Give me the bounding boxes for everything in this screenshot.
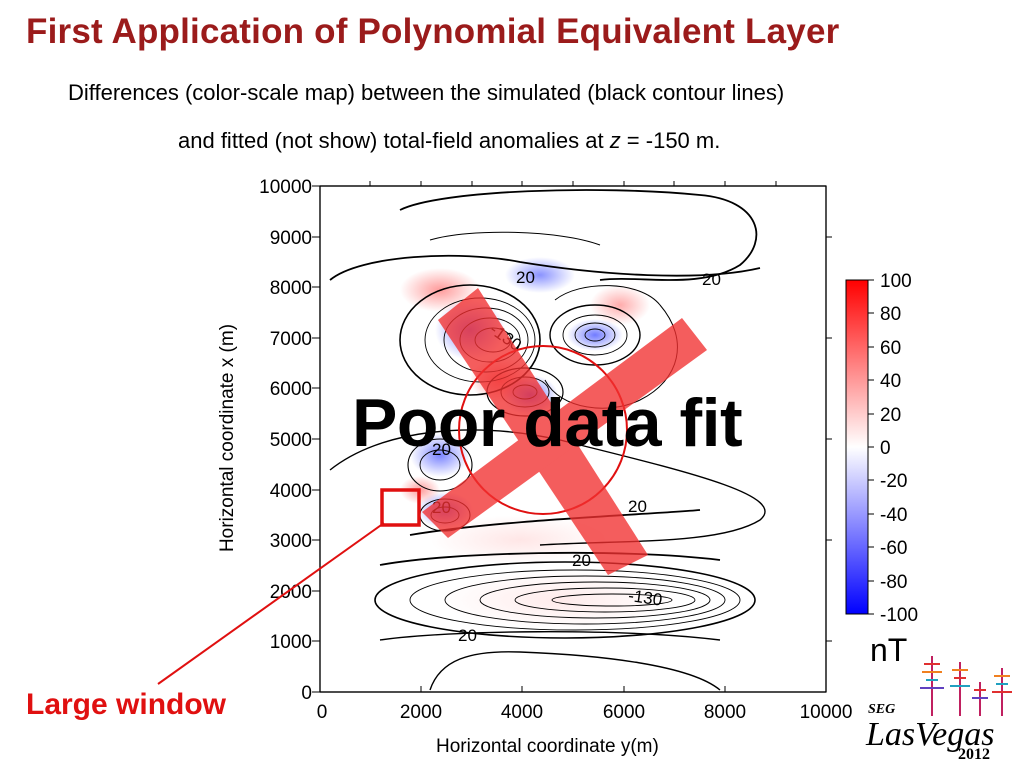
large-window-pointer xyxy=(157,522,385,685)
y-tick-label: 5000 xyxy=(270,430,312,451)
slide-subtitle-line1: Differences (color-scale map) between th… xyxy=(68,80,785,105)
y-tick-label: 3000 xyxy=(270,531,312,552)
y-tick-label: 4000 xyxy=(270,481,312,502)
contour-label: 20 xyxy=(516,268,535,287)
highlight-circle xyxy=(458,345,628,515)
difference-map xyxy=(400,257,680,630)
slide-subtitle-line2: and fitted (not show) total-field anomal… xyxy=(178,128,721,153)
x-tick-label: 4000 xyxy=(501,702,543,723)
x-tick-label: 6000 xyxy=(603,702,645,723)
contour-label: 20 xyxy=(628,497,647,516)
colorbar-tick-label: -60 xyxy=(880,538,907,559)
colorbar-tick-label: 20 xyxy=(880,405,901,426)
contour-label: -130 xyxy=(627,586,663,610)
y-tick-label: 9000 xyxy=(270,228,312,249)
colorbar-tick-label: -20 xyxy=(880,471,907,492)
y-tick-label: 8000 xyxy=(270,278,312,299)
poor-data-fit-label: Poor data fit xyxy=(352,385,743,461)
colorbar-tick-label: 100 xyxy=(880,271,912,292)
y-axis-label: Horizontal coordinate x (m) xyxy=(217,323,238,553)
seg-las-vegas-logo: SEG LasVegas 2012 xyxy=(862,656,1022,766)
x-tick-label: 0 xyxy=(317,702,328,723)
colorbar: 100 80 60 40 20 0 -20 -40 -60 -80 -100 xyxy=(845,271,918,626)
cross-mark xyxy=(422,288,707,575)
colorbar-tick-label: -40 xyxy=(880,505,907,526)
y-tick-label: 1000 xyxy=(270,632,312,653)
y-tick-label: 7000 xyxy=(270,329,312,350)
contour-label: 20 xyxy=(702,270,721,289)
x-tick-label: 10000 xyxy=(800,702,853,723)
colorbar-tick-label: 0 xyxy=(880,438,891,459)
contour-label: 20 xyxy=(432,440,451,459)
y-tick-label: 10000 xyxy=(259,177,312,198)
y-tick-label: 6000 xyxy=(270,379,312,400)
logo-year-text: 2012 xyxy=(958,746,990,763)
colorbar-tick-label: 40 xyxy=(880,371,901,392)
x-tick-label: 8000 xyxy=(704,702,746,723)
y-axis: 0 1000 2000 3000 4000 5000 6000 7000 800… xyxy=(259,177,832,704)
x-axis: 0 2000 4000 6000 8000 10000 xyxy=(317,181,853,723)
y-tick-label: 0 xyxy=(301,683,312,704)
colorbar-tick-label: -80 xyxy=(880,572,907,593)
x-axis-label: Horizontal coordinate y(m) xyxy=(436,736,659,757)
slide-title: First Application of Polynomial Equivale… xyxy=(26,12,840,51)
logo-waveform-graphic xyxy=(920,656,1012,716)
large-window-box xyxy=(380,488,421,527)
colorbar-tick-label: -100 xyxy=(880,605,918,626)
logo-las-vegas-text: LasVegas xyxy=(866,716,995,753)
colorbar-unit: nT xyxy=(870,632,908,668)
contour-label: 20 xyxy=(572,551,591,570)
x-tick-label: 2000 xyxy=(400,702,442,723)
logo-seg-text: SEG xyxy=(868,702,896,717)
colorbar-tick-label: 60 xyxy=(880,338,901,359)
colorbar-tick-label: 80 xyxy=(880,304,901,325)
contour-label: 20 xyxy=(458,626,477,645)
large-window-label: Large window xyxy=(26,688,227,721)
